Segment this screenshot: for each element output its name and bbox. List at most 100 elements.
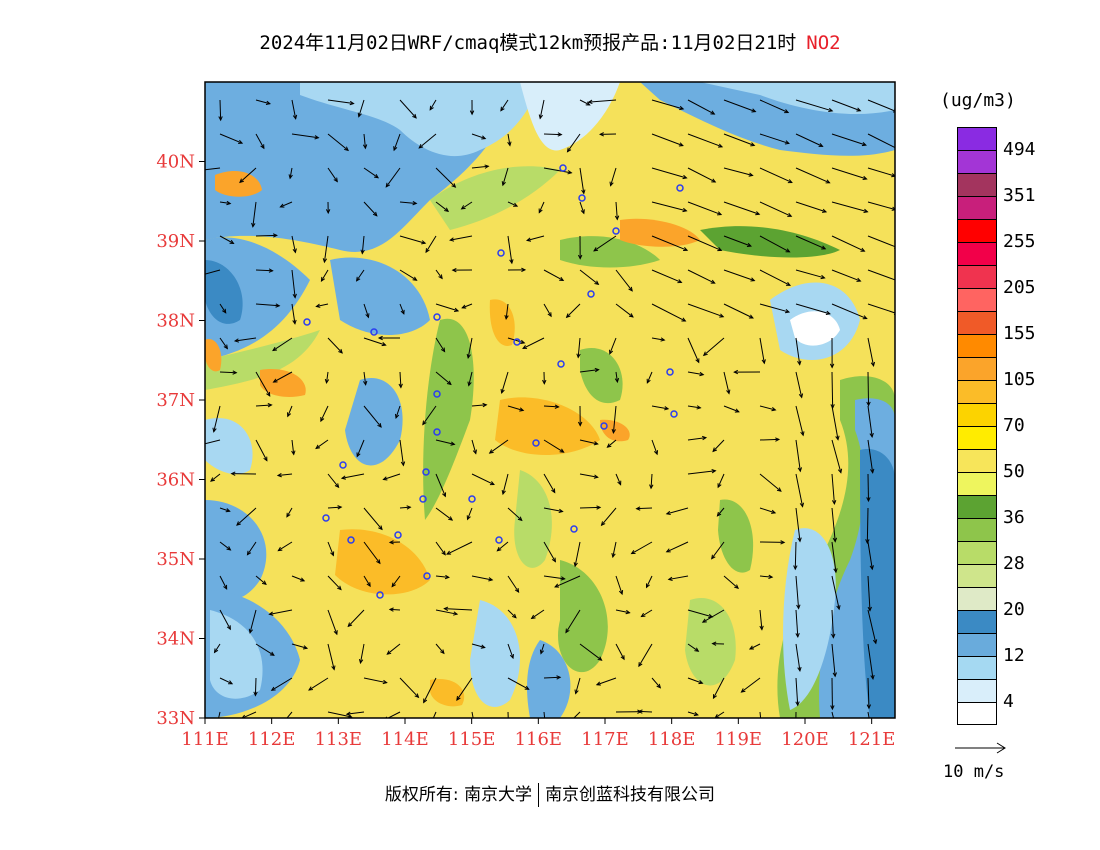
wind-arrow [831,167,868,181]
wind-arrow [241,711,257,718]
wind-arrow [867,541,874,571]
legend-label: 105 [1003,369,1036,390]
wind-arrow [615,609,631,615]
legend-band-20 [957,587,997,610]
wind-arrow [867,269,895,281]
wind-arrow [451,267,473,273]
wind-arrow [723,269,756,282]
wind-arrow [255,575,267,586]
legend-band-24 [957,679,997,702]
wind-arrow [712,677,725,700]
wind-arrow [399,269,418,281]
wind-arrow [866,677,872,710]
wind-arrow [574,677,581,695]
pollutant-label: NO2 [806,32,841,54]
wind-arrow [219,541,232,551]
city-marker [303,318,311,326]
wind-arrow [530,609,545,620]
wind-arrow [435,201,450,213]
wind-arrow [432,711,437,718]
wind-arrow [587,99,617,105]
wind-arrow [687,643,700,652]
wind-arrow [210,473,221,482]
wind-arrow [268,609,293,616]
wind-arrow [687,133,724,148]
city-marker [600,422,608,430]
wind-arrow [615,575,624,596]
city-marker [532,439,540,447]
city-marker [433,390,441,398]
legend-band-16 [957,495,997,518]
wind-arrow [867,133,895,149]
wind-arrow [212,405,221,433]
wind-arrow [213,643,221,654]
wind-arrow [466,337,473,359]
legend-band-1 [957,150,997,173]
wind-arrow [270,677,293,691]
wind-arrow [218,711,221,718]
wind-arrow [205,269,221,275]
wind-arrow [219,337,229,350]
wind-arrow [471,402,488,408]
wind-arrow [831,609,836,639]
legend-band-10 [957,357,997,380]
wind-arrow [507,201,519,207]
wind-arrow [218,99,223,122]
wind-arrow [565,609,581,634]
legend-label: 50 [1003,461,1025,482]
wind-arrow [355,269,365,282]
wind-arrow [272,337,293,352]
wind-arrow [471,164,490,169]
wind-arrow [287,405,293,418]
legend-band-0 [957,127,997,150]
wind-arrow [554,575,581,588]
wind-arrow [449,235,473,242]
wind-arrow [388,540,401,545]
legend-band-3 [957,196,997,219]
lon-tick-label: 112E [248,729,296,750]
wind-arrow [566,133,581,153]
lon-tick-label: 113E [315,729,363,750]
wind-arrow [687,469,717,475]
wind-arrow [435,303,460,312]
lat-tick-label: 37N [156,390,195,411]
wind-arrow [255,99,272,105]
wind-arrow [579,505,602,510]
wind-arrow [418,133,437,149]
wind-arrow [759,507,777,514]
legend-band-19 [957,564,997,587]
wind-arrow [291,439,296,456]
wind-arrow [291,235,297,254]
wind-arrow [717,473,725,489]
wind-arrow [325,201,331,215]
wind-arrow [435,473,447,498]
wind-arrow [565,303,581,319]
wind-arrow [831,201,869,214]
wind-arrow [795,201,828,213]
wind-arrow [423,677,437,704]
wind-arrow [543,473,556,494]
wind-arrow [471,711,474,718]
wind-arrow [469,99,475,116]
wind-arrow [723,371,731,395]
wind-arrow [615,473,622,486]
wind-arrow [687,711,699,717]
legend-label: 205 [1003,277,1036,298]
wind-arrow [611,541,617,559]
wind-arrow [315,439,329,450]
wind-arrow [795,439,803,473]
legend-band-8 [957,311,997,334]
lon-tick-label: 111E [181,729,229,750]
wind-arrow [507,609,517,619]
wind-arrow [651,337,666,342]
wind-arrow [543,439,565,453]
wind-arrow [759,437,781,442]
wind-arrow [471,643,486,649]
legend-band-13 [957,426,997,449]
wind-arrow [687,269,716,284]
wind-arrow [279,201,293,208]
wind-arrow [399,677,420,699]
legend-band-17 [957,518,997,541]
wind-arrow [543,404,560,409]
city-marker [370,328,378,336]
